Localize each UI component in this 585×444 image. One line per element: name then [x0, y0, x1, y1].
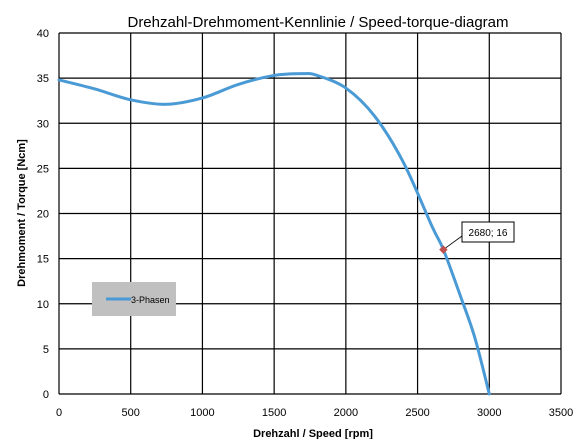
y-tick-label: 35 [37, 73, 49, 85]
y-tick-label: 5 [43, 344, 49, 356]
x-tick-label: 2000 [334, 407, 358, 419]
annotation-layer: 2680; 16 [439, 221, 515, 254]
annotation-leader-line [443, 235, 463, 250]
chart-title: Drehzahl-Drehmoment-Kennlinie / Speed-to… [127, 14, 508, 31]
x-tick-label: 3500 [549, 407, 573, 419]
tick-labels: 0 500 1000 1500 2000 2500 3000 3500 0 5 10 15 20 25 30… [37, 28, 573, 419]
x-axis-label: Drehzahl / Speed [rpm] [253, 428, 373, 439]
annotation-marker [439, 245, 448, 254]
y-tick-label: 40 [37, 28, 49, 40]
y-tick-label: 20 [37, 209, 49, 221]
grid-lines [58, 32, 562, 395]
y-axis-label: Drehmoment / Torque [Ncm] [16, 139, 28, 287]
x-tick-label: 500 [122, 407, 140, 419]
annotation-box [461, 221, 515, 243]
annotation-label: 2680; 16 [469, 228, 508, 239]
legend: 3-Phasen [92, 282, 176, 316]
x-tick-label: 2500 [405, 407, 429, 419]
x-tick-label: 3000 [477, 407, 501, 419]
y-tick-label: 0 [43, 389, 49, 401]
x-tick-label: 1500 [262, 407, 286, 419]
series-layer [57, 72, 491, 396]
series-line-3-phasen [57, 72, 491, 396]
y-tick-label: 25 [37, 163, 49, 175]
y-tick-label: 30 [37, 118, 49, 130]
y-tick-label: 10 [37, 299, 49, 311]
x-tick-label: 0 [56, 407, 62, 419]
y-tick-label: 15 [37, 254, 49, 266]
legend-label: 3-Phasen [131, 295, 170, 305]
x-tick-label: 1000 [190, 407, 214, 419]
